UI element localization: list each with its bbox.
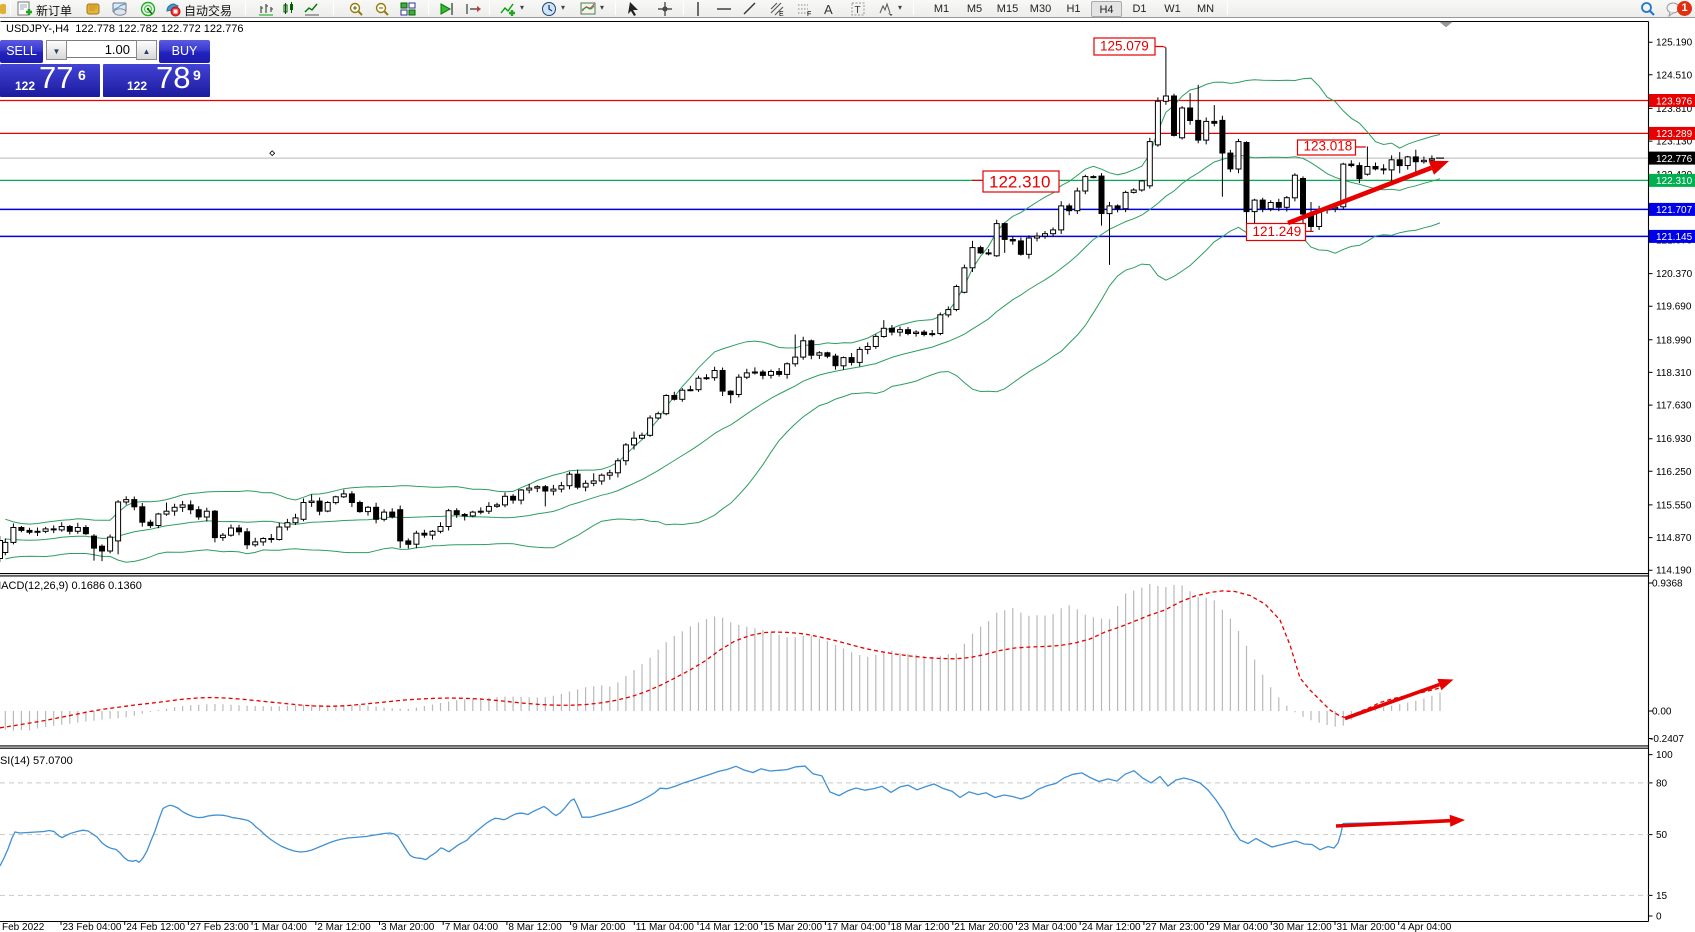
svg-text:116.930: 116.930: [1656, 434, 1692, 445]
svg-text:123.289: 123.289: [1656, 129, 1693, 140]
svg-text:9 Mar 20:00: 9 Mar 20:00: [572, 922, 626, 932]
svg-text:4 Apr 04:00: 4 Apr 04:00: [1400, 922, 1452, 932]
svg-text:50: 50: [1656, 830, 1668, 841]
svg-text:123.130: 123.130: [1656, 137, 1693, 148]
svg-text:125.079: 125.079: [1100, 39, 1149, 54]
svg-text:80: 80: [1656, 779, 1668, 790]
svg-text:30 Mar 12:00: 30 Mar 12:00: [1273, 922, 1332, 932]
svg-text:23 Feb 04:00: 23 Feb 04:00: [63, 922, 122, 932]
svg-text:21 Mar 20:00: 21 Mar 20:00: [954, 922, 1013, 932]
svg-text:117.630: 117.630: [1656, 401, 1692, 412]
svg-text:2 Mar 12:00: 2 Mar 12:00: [317, 922, 371, 932]
svg-text:31 Mar 20:00: 31 Mar 20:00: [1337, 922, 1396, 932]
svg-text:18 Mar 12:00: 18 Mar 12:00: [891, 922, 950, 932]
svg-text:MACD(12,26,9) 0.1686 0.1360: MACD(12,26,9) 0.1686 0.1360: [0, 580, 142, 592]
svg-text:Feb 2022: Feb 2022: [2, 922, 45, 932]
svg-text:24 Mar 12:00: 24 Mar 12:00: [1082, 922, 1141, 932]
svg-text:115.550: 115.550: [1656, 500, 1692, 511]
svg-text:E: E: [779, 11, 784, 17]
svg-text:29 Mar 04:00: 29 Mar 04:00: [1209, 922, 1268, 932]
svg-text:0.00: 0.00: [1652, 707, 1672, 718]
svg-text:122.776: 122.776: [1656, 154, 1693, 165]
svg-text:8 Mar 12:00: 8 Mar 12:00: [508, 922, 562, 932]
svg-text:121.249: 121.249: [1253, 224, 1302, 239]
svg-text:0: 0: [1656, 912, 1662, 923]
svg-text:3 Mar 20:00: 3 Mar 20:00: [381, 922, 435, 932]
svg-text:124.510: 124.510: [1656, 70, 1693, 81]
svg-text:122.310: 122.310: [1656, 176, 1693, 187]
svg-text:125.190: 125.190: [1656, 38, 1693, 49]
svg-text:27 Mar 23:00: 27 Mar 23:00: [1145, 922, 1204, 932]
svg-text:7 Mar 04:00: 7 Mar 04:00: [445, 922, 499, 932]
svg-text:119.690: 119.690: [1656, 302, 1692, 313]
svg-text:27 Feb 23:00: 27 Feb 23:00: [190, 922, 249, 932]
svg-text:23 Mar 04:00: 23 Mar 04:00: [1018, 922, 1077, 932]
svg-text:121.145: 121.145: [1656, 232, 1693, 243]
svg-text:11 Mar 04:00: 11 Mar 04:00: [636, 922, 695, 932]
svg-text:15 Mar 20:00: 15 Mar 20:00: [763, 922, 822, 932]
svg-text:118.990: 118.990: [1656, 335, 1692, 346]
svg-text:123.976: 123.976: [1656, 96, 1693, 107]
svg-text:116.250: 116.250: [1656, 467, 1692, 478]
svg-text:100: 100: [1656, 750, 1673, 761]
svg-text:24 Feb 12:00: 24 Feb 12:00: [126, 922, 185, 932]
svg-text:15: 15: [1656, 891, 1668, 902]
svg-text:123.018: 123.018: [1304, 139, 1353, 154]
svg-text:114.870: 114.870: [1656, 533, 1692, 544]
svg-text:120.370: 120.370: [1656, 269, 1693, 280]
svg-text:118.310: 118.310: [1656, 368, 1692, 379]
svg-text:14 Mar 12:00: 14 Mar 12:00: [700, 922, 759, 932]
svg-text:1 Mar 04:00: 1 Mar 04:00: [254, 922, 308, 932]
svg-text:17 Mar 04:00: 17 Mar 04:00: [827, 922, 886, 932]
svg-text:T: T: [855, 5, 861, 16]
svg-text:122.310: 122.310: [989, 173, 1050, 192]
svg-text:RSI(14) 57.0700: RSI(14) 57.0700: [0, 755, 73, 767]
svg-text:-0.2407: -0.2407: [1650, 734, 1684, 745]
svg-text:121.707: 121.707: [1656, 205, 1693, 216]
svg-text:USDJPY-,H4 122.778 122.782 12: USDJPY-,H4 122.778 122.782 122.772 122.7…: [6, 23, 244, 35]
svg-text:0.9368: 0.9368: [1652, 579, 1683, 590]
svg-text:F: F: [807, 11, 811, 17]
svg-text:114.190: 114.190: [1656, 566, 1692, 577]
svg-text:123.810: 123.810: [1656, 104, 1693, 115]
